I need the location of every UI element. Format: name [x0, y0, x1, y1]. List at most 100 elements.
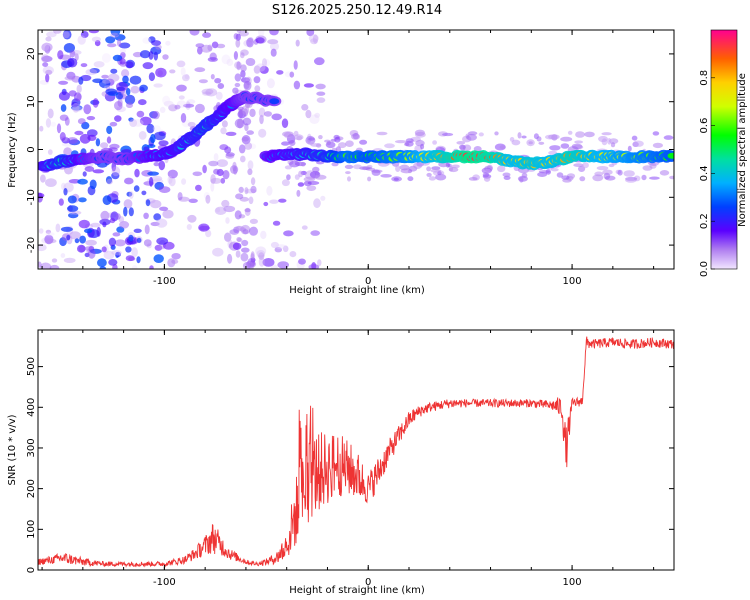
- noise-blob: [352, 164, 362, 170]
- noise-blob: [125, 246, 132, 253]
- noise-blob: [248, 196, 254, 205]
- noise-blob: [194, 67, 206, 73]
- noise-blob: [478, 132, 484, 137]
- noise-blob: [617, 169, 623, 176]
- noise-blob: [153, 162, 160, 167]
- noise-blob: [240, 52, 245, 59]
- noise-blob: [307, 181, 320, 185]
- noise-blob: [112, 264, 118, 269]
- noise-blob: [183, 103, 195, 108]
- noise-blob: [286, 174, 291, 181]
- noise-blob: [64, 117, 70, 126]
- noise-blob: [69, 50, 76, 58]
- noise-blob: [142, 37, 151, 44]
- noise-blob: [254, 85, 261, 92]
- noise-blob: [234, 210, 242, 220]
- noise-blob: [277, 261, 290, 269]
- spectrogram-xlabel: Height of straight line (km): [289, 285, 425, 296]
- noise-blob: [225, 153, 235, 159]
- noise-blob: [146, 123, 155, 134]
- noise-blob: [77, 35, 86, 45]
- noise-blob: [405, 138, 414, 144]
- noise-blob: [51, 258, 58, 263]
- noise-blob: [224, 146, 232, 154]
- noise-blob: [519, 176, 524, 183]
- snr-ticks: -100 0 100 0 100 200 300 400 500: [26, 330, 674, 588]
- noise-blob: [99, 266, 107, 269]
- noise-blob: [46, 31, 57, 38]
- noise-blob: [59, 132, 66, 141]
- noise-blob: [393, 177, 399, 181]
- noise-blob: [60, 104, 67, 112]
- noise-blob: [308, 264, 320, 269]
- x-tick-label: 0: [365, 276, 371, 287]
- chart-title: S126.2025.250.12.49.R14: [272, 3, 442, 18]
- noise-blob: [115, 213, 121, 220]
- noise-blob: [121, 69, 130, 78]
- x-tick-label: -100: [153, 276, 176, 287]
- noise-blob: [240, 64, 247, 72]
- noise-blob: [45, 178, 57, 188]
- noise-blob: [41, 42, 53, 52]
- noise-blob: [584, 131, 595, 138]
- y-tick-label: 100: [26, 520, 37, 539]
- noise-blob: [201, 88, 214, 95]
- noise-blob: [197, 46, 203, 55]
- noise-blob: [116, 81, 128, 92]
- noise-blob: [40, 174, 46, 183]
- noise-blob: [85, 68, 98, 76]
- noise-blob: [242, 262, 252, 269]
- noise-blob: [240, 252, 249, 262]
- noise-blob: [413, 162, 423, 169]
- noise-blob: [47, 149, 53, 155]
- noise-blob: [258, 128, 267, 138]
- noise-blob: [205, 229, 212, 238]
- noise-blob: [86, 116, 96, 121]
- noise-blob: [442, 132, 454, 137]
- noise-blob: [367, 176, 372, 182]
- noise-blob: [78, 197, 87, 203]
- noise-blob: [162, 209, 174, 219]
- noise-blob: [205, 88, 218, 97]
- noise-blob: [203, 192, 210, 200]
- noise-blob: [109, 121, 118, 127]
- noise-blob: [259, 65, 269, 74]
- x-tick-label: 0: [365, 577, 371, 588]
- noise-blob: [205, 194, 211, 204]
- noise-blob: [106, 136, 112, 144]
- noise-blob: [66, 57, 78, 68]
- noise-blob: [484, 168, 491, 173]
- noise-blob: [182, 74, 190, 82]
- noise-blob: [202, 32, 212, 38]
- noise-blob: [150, 221, 160, 227]
- noise-blob: [151, 40, 162, 46]
- noise-blob: [68, 90, 77, 97]
- colorbar-label: Normalized spectral amplitude: [737, 73, 748, 227]
- track-point: [269, 98, 280, 105]
- noise-blob: [145, 199, 151, 207]
- noise-blob: [136, 256, 141, 264]
- noise-blob: [468, 177, 478, 181]
- noise-blob: [114, 239, 126, 247]
- noise-blob: [101, 53, 111, 63]
- noise-blob: [39, 125, 44, 132]
- noise-blob: [282, 245, 289, 253]
- noise-blob: [241, 136, 249, 142]
- noise-blob: [114, 250, 122, 256]
- noise-blob: [598, 135, 608, 143]
- noise-blob: [324, 139, 331, 143]
- noise-blob: [494, 131, 499, 136]
- noise-blob: [119, 58, 126, 65]
- noise-blob: [247, 160, 254, 170]
- noise-blob: [610, 142, 616, 148]
- noise-blob: [44, 44, 51, 54]
- noise-blob: [114, 101, 123, 111]
- y-tick-label: 500: [26, 357, 37, 376]
- noise-blob: [289, 160, 300, 168]
- noise-blob: [225, 217, 230, 224]
- noise-blob: [270, 48, 277, 57]
- noise-blob: [78, 76, 84, 85]
- noise-blob: [150, 199, 162, 209]
- noise-blob: [40, 262, 52, 269]
- noise-blob: [181, 178, 187, 185]
